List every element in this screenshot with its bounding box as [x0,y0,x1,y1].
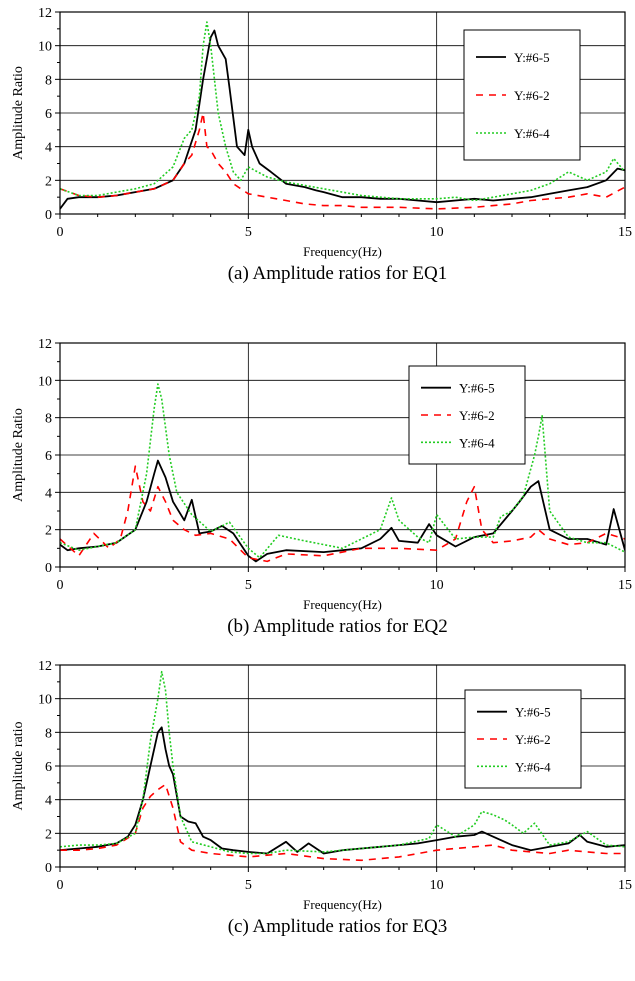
legend-label: Y:#6-5 [514,50,550,65]
y-tick-label: 6 [45,449,52,464]
y-tick-label: 4 [45,141,52,156]
x-tick-label: 0 [57,225,64,240]
panel-caption: (c) Amplitude ratios for EQ3 [228,916,448,937]
x-tick-label: 10 [430,878,444,893]
y-axis-label: Amplitude Ratio [11,66,26,160]
y-tick-label: 4 [45,486,52,501]
panel-3: 0 2 4 6 8 10 12 0 5 10 15 Y:#6-5 Y:#6-2 Y:#6-4 Frequen… [11,659,632,937]
x-axis-label: Frequency(Hz) [303,897,382,912]
legend-label: Y:#6-4 [515,759,551,774]
y-axis-label: Amplitude ratio [11,721,26,810]
x-tick-label: 15 [618,878,632,893]
y-tick-label: 0 [45,208,52,223]
x-tick-label: 15 [618,225,632,240]
y-tick-label: 8 [45,73,52,88]
legend-label: Y:#6-5 [515,705,551,720]
x-tick-label: 0 [57,578,64,593]
x-tick-label: 10 [430,225,444,240]
legend-label: Y:#6-2 [514,88,550,103]
legend-label: Y:#6-5 [459,381,495,396]
x-axis-label: Frequency(Hz) [303,597,382,612]
series-line-y62 [60,783,625,862]
y-tick-label: 4 [45,794,52,809]
series-line-y64 [60,21,625,202]
x-tick-label: 5 [245,225,252,240]
x-tick-label: 5 [245,578,252,593]
x-tick-label: 15 [618,578,632,593]
panel-2: 0 2 4 6 8 10 12 0 5 10 15 Y:#6-5 Y:#6-2 Y:#6-4 Frequen… [11,337,632,637]
legend-label: Y:#6-4 [514,126,550,141]
series-line-y65 [60,29,625,210]
series-line-y65 [60,459,625,563]
y-tick-label: 12 [38,337,52,352]
panel-caption: (a) Amplitude ratios for EQ1 [228,263,448,284]
plot-frame [59,664,626,868]
legend-label: Y:#6-4 [459,435,495,450]
y-tick-label: 12 [38,659,52,674]
series-line-y65 [60,726,625,855]
legend-label: Y:#6-2 [459,408,495,423]
y-tick-label: 8 [45,726,52,741]
y-tick-label: 2 [45,524,52,539]
x-tick-label: 0 [57,878,64,893]
y-tick-label: 10 [38,374,52,389]
y-tick-label: 2 [45,827,52,842]
legend-label: Y:#6-2 [515,732,551,747]
x-axis-label: Frequency(Hz) [303,244,382,259]
x-tick-label: 10 [430,578,444,593]
y-tick-label: 8 [45,412,52,427]
series-line-y62 [60,465,625,563]
legend-box [408,365,526,465]
panel-caption: (b) Amplitude ratios for EQ2 [227,616,448,637]
plot-frame [59,342,626,568]
y-tick-label: 0 [45,861,52,876]
legend-box [464,689,582,789]
x-tick-label: 5 [245,878,252,893]
panel-1: 0 2 4 6 8 10 12 0 5 10 15 Y:#6-5 Y:#6-2 Y:#6-4 Frequen… [11,6,632,284]
legend-box [463,29,581,161]
y-tick-label: 12 [38,6,52,21]
y-tick-label: 0 [45,561,52,576]
y-tick-label: 6 [45,760,52,775]
series-line-y62 [60,112,625,210]
y-tick-label: 6 [45,107,52,122]
plot-frame [59,11,626,215]
y-tick-label: 10 [38,40,52,55]
y-tick-label: 10 [38,693,52,708]
y-tick-label: 2 [45,174,52,189]
y-axis-label: Amplitude Ratio [11,408,26,502]
series-line-y64 [60,383,625,559]
